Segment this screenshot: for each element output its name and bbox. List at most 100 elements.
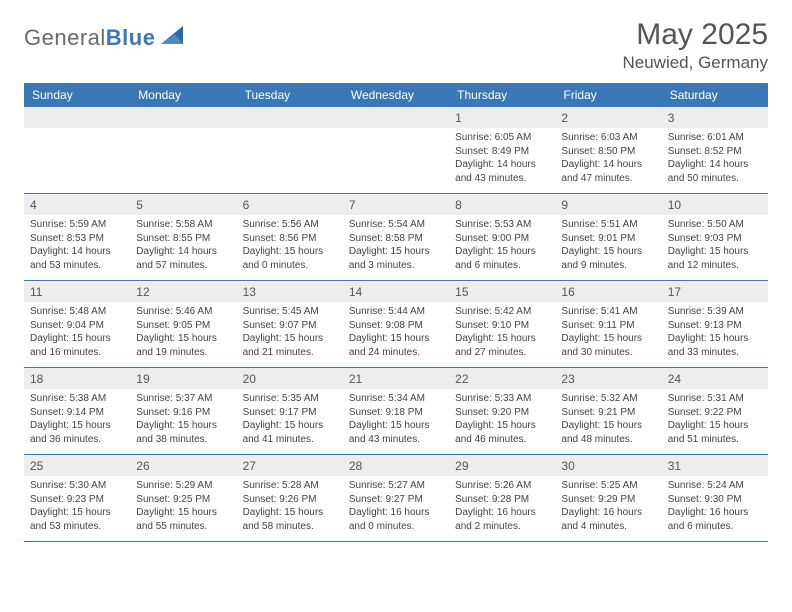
calendar-page: GeneralBlue May 2025 Neuwied, Germany Su… bbox=[0, 0, 792, 552]
day-cell bbox=[24, 107, 130, 193]
day-number: 13 bbox=[237, 281, 343, 302]
sunset-text: Sunset: 9:17 PM bbox=[243, 406, 337, 420]
sunset-text: Sunset: 8:52 PM bbox=[668, 145, 762, 159]
sunrise-text: Sunrise: 5:46 AM bbox=[136, 305, 230, 319]
daylight-text: Daylight: 14 hours and 57 minutes. bbox=[136, 245, 230, 272]
sunset-text: Sunset: 9:11 PM bbox=[561, 319, 655, 333]
sunrise-text: Sunrise: 5:45 AM bbox=[243, 305, 337, 319]
day-number: 9 bbox=[555, 194, 661, 215]
brand-logo: GeneralBlue bbox=[24, 18, 185, 51]
sunset-text: Sunset: 9:00 PM bbox=[455, 232, 549, 246]
day-number: 10 bbox=[662, 194, 768, 215]
day-number bbox=[24, 107, 130, 128]
daylight-text: Daylight: 15 hours and 6 minutes. bbox=[455, 245, 549, 272]
weekday-header: Sunday bbox=[24, 83, 130, 107]
weekday-header: Tuesday bbox=[237, 83, 343, 107]
day-cell: 9 Sunrise: 5:51 AMSunset: 9:01 PMDaylight… bbox=[555, 194, 661, 280]
sunset-text: Sunset: 9:07 PM bbox=[243, 319, 337, 333]
daylight-text: Daylight: 15 hours and 24 minutes. bbox=[349, 332, 443, 359]
sunrise-text: Sunrise: 5:35 AM bbox=[243, 392, 337, 406]
sunrise-text: Sunrise: 5:54 AM bbox=[349, 218, 443, 232]
sunrise-text: Sunrise: 5:44 AM bbox=[349, 305, 443, 319]
sunset-text: Sunset: 9:28 PM bbox=[455, 493, 549, 507]
sunset-text: Sunset: 8:58 PM bbox=[349, 232, 443, 246]
day-number: 30 bbox=[555, 455, 661, 476]
day-number: 12 bbox=[130, 281, 236, 302]
day-cell: 4Sunrise: 5:59 AMSunset: 8:53 PMDaylight… bbox=[24, 194, 130, 280]
day-info: Sunrise: 5:50 AMSunset: 9:03 PMDaylight:… bbox=[662, 215, 768, 276]
logo-text: GeneralBlue bbox=[24, 25, 155, 51]
day-info: Sunrise: 5:42 AMSunset: 9:10 PMDaylight:… bbox=[449, 302, 555, 363]
header: GeneralBlue May 2025 Neuwied, Germany bbox=[24, 18, 768, 73]
sunrise-text: Sunrise: 6:03 AM bbox=[561, 131, 655, 145]
day-cell bbox=[343, 107, 449, 193]
day-number: 15 bbox=[449, 281, 555, 302]
day-cell: 13 Sunrise: 5:45 AMSunset: 9:07 PMDayligh… bbox=[237, 281, 343, 367]
day-cell: 7 Sunrise: 5:54 AMSunset: 8:58 PMDaylight… bbox=[343, 194, 449, 280]
day-info: Sunrise: 5:31 AMSunset: 9:22 PMDaylight:… bbox=[662, 389, 768, 450]
daylight-text: Daylight: 16 hours and 6 minutes. bbox=[668, 506, 762, 533]
day-number: 6 bbox=[237, 194, 343, 215]
day-number: 28 bbox=[343, 455, 449, 476]
day-info: Sunrise: 5:25 AMSunset: 9:29 PMDaylight:… bbox=[555, 476, 661, 537]
daylight-text: Daylight: 15 hours and 9 minutes. bbox=[561, 245, 655, 272]
daylight-text: Daylight: 16 hours and 2 minutes. bbox=[455, 506, 549, 533]
sunrise-text: Sunrise: 5:33 AM bbox=[455, 392, 549, 406]
day-cell: 3Sunrise: 6:01 AMSunset: 8:52 PMDaylight… bbox=[662, 107, 768, 193]
day-number: 24 bbox=[662, 368, 768, 389]
sunrise-text: Sunrise: 5:34 AM bbox=[349, 392, 443, 406]
sunset-text: Sunset: 9:18 PM bbox=[349, 406, 443, 420]
sunset-text: Sunset: 8:53 PM bbox=[30, 232, 124, 246]
daylight-text: Daylight: 15 hours and 33 minutes. bbox=[668, 332, 762, 359]
day-info: Sunrise: 5:26 AMSunset: 9:28 PMDaylight:… bbox=[449, 476, 555, 537]
daylight-text: Daylight: 15 hours and 12 minutes. bbox=[668, 245, 762, 272]
daylight-text: Daylight: 14 hours and 43 minutes. bbox=[455, 158, 549, 185]
daylight-text: Daylight: 15 hours and 48 minutes. bbox=[561, 419, 655, 446]
day-number bbox=[237, 107, 343, 128]
day-cell: 30Sunrise: 5:25 AMSunset: 9:29 PMDayligh… bbox=[555, 455, 661, 541]
sunset-text: Sunset: 9:27 PM bbox=[349, 493, 443, 507]
sunrise-text: Sunrise: 5:59 AM bbox=[30, 218, 124, 232]
daylight-text: Daylight: 15 hours and 36 minutes. bbox=[30, 419, 124, 446]
sunrise-text: Sunrise: 5:29 AM bbox=[136, 479, 230, 493]
sunrise-text: Sunrise: 5:31 AM bbox=[668, 392, 762, 406]
month-title: May 2025 bbox=[622, 18, 768, 51]
week-row: 1Sunrise: 6:05 AMSunset: 8:49 PMDaylight… bbox=[24, 107, 768, 194]
sunset-text: Sunset: 9:13 PM bbox=[668, 319, 762, 333]
sunrise-text: Sunrise: 5:50 AM bbox=[668, 218, 762, 232]
sunset-text: Sunset: 8:49 PM bbox=[455, 145, 549, 159]
sunrise-text: Sunrise: 5:51 AM bbox=[561, 218, 655, 232]
day-info: Sunrise: 5:32 AMSunset: 9:21 PMDaylight:… bbox=[555, 389, 661, 450]
day-number: 11 bbox=[24, 281, 130, 302]
day-number: 7 bbox=[343, 194, 449, 215]
day-number: 19 bbox=[130, 368, 236, 389]
day-number: 14 bbox=[343, 281, 449, 302]
sunrise-text: Sunrise: 5:39 AM bbox=[668, 305, 762, 319]
sunset-text: Sunset: 9:23 PM bbox=[30, 493, 124, 507]
day-info: Sunrise: 5:39 AMSunset: 9:13 PMDaylight:… bbox=[662, 302, 768, 363]
sunrise-text: Sunrise: 5:25 AM bbox=[561, 479, 655, 493]
sunset-text: Sunset: 9:16 PM bbox=[136, 406, 230, 420]
sunset-text: Sunset: 8:55 PM bbox=[136, 232, 230, 246]
day-cell: 24Sunrise: 5:31 AMSunset: 9:22 PMDayligh… bbox=[662, 368, 768, 454]
sunset-text: Sunset: 9:20 PM bbox=[455, 406, 549, 420]
day-cell: 1Sunrise: 6:05 AMSunset: 8:49 PMDaylight… bbox=[449, 107, 555, 193]
day-cell: 25Sunrise: 5:30 AMSunset: 9:23 PMDayligh… bbox=[24, 455, 130, 541]
daylight-text: Daylight: 15 hours and 21 minutes. bbox=[243, 332, 337, 359]
sunset-text: Sunset: 9:30 PM bbox=[668, 493, 762, 507]
day-number bbox=[343, 107, 449, 128]
sunset-text: Sunset: 9:01 PM bbox=[561, 232, 655, 246]
sunrise-text: Sunrise: 5:24 AM bbox=[668, 479, 762, 493]
day-number: 31 bbox=[662, 455, 768, 476]
sunset-text: Sunset: 9:21 PM bbox=[561, 406, 655, 420]
day-info: Sunrise: 5:35 AMSunset: 9:17 PMDaylight:… bbox=[237, 389, 343, 450]
sunrise-text: Sunrise: 5:42 AM bbox=[455, 305, 549, 319]
weekday-header: Saturday bbox=[662, 83, 768, 107]
daylight-text: Daylight: 15 hours and 3 minutes. bbox=[349, 245, 443, 272]
sunset-text: Sunset: 9:26 PM bbox=[243, 493, 337, 507]
calendar-body: 1Sunrise: 6:05 AMSunset: 8:49 PMDaylight… bbox=[24, 107, 768, 542]
day-info: Sunrise: 5:58 AMSunset: 8:55 PMDaylight:… bbox=[130, 215, 236, 276]
day-cell: 27Sunrise: 5:28 AMSunset: 9:26 PMDayligh… bbox=[237, 455, 343, 541]
sunset-text: Sunset: 9:29 PM bbox=[561, 493, 655, 507]
sunrise-text: Sunrise: 5:53 AM bbox=[455, 218, 549, 232]
